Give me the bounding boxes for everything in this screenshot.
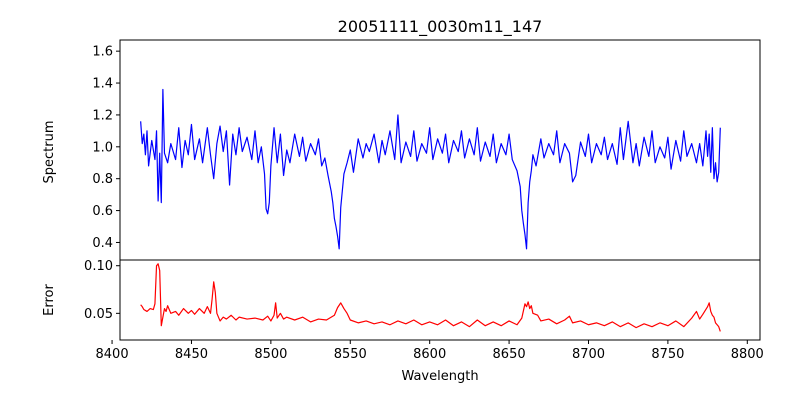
x-tick-label: 8400	[96, 347, 129, 362]
y-tick-label: 0.05	[84, 307, 113, 322]
error-series-line	[140, 263, 721, 332]
x-tick-label: 8700	[572, 347, 605, 362]
chart-title: 20051111_0030m11_147	[338, 17, 543, 37]
y-tick-label: 1.4	[92, 77, 113, 92]
y-tick-label: 1.0	[92, 140, 113, 155]
x-axis-label: Wavelength	[401, 369, 478, 384]
x-tick-label: 8650	[493, 347, 526, 362]
x-tick-label: 8450	[175, 347, 208, 362]
error-y-axis-label: Error	[42, 284, 57, 316]
spectrum-y-axis-label: Spectrum	[42, 121, 57, 184]
y-tick-label: 1.6	[92, 45, 113, 60]
x-tick-label: 8800	[731, 347, 764, 362]
error-panel: 0.05 0.10 8400 8450 8500 8550 8600 8650 8700 8750…	[84, 259, 764, 362]
panel-frame	[119, 259, 761, 341]
y-tick-label: 0.4	[92, 236, 113, 251]
spectrum-series-line	[140, 88, 721, 250]
y-tick-label: 0.10	[84, 259, 113, 274]
x-tick-label: 8550	[334, 347, 367, 362]
y-tick-label: 0.6	[92, 204, 113, 219]
x-tick-label: 8500	[254, 347, 287, 362]
x-tick-label: 8750	[651, 347, 684, 362]
x-tick-label: 8600	[413, 347, 446, 362]
spectrum-panel: 0.4 0.6 0.8 1.0 1.2 1.4 1.6	[92, 39, 761, 261]
y-tick-label: 0.8	[92, 172, 113, 187]
y-tick-label: 1.2	[92, 108, 113, 123]
